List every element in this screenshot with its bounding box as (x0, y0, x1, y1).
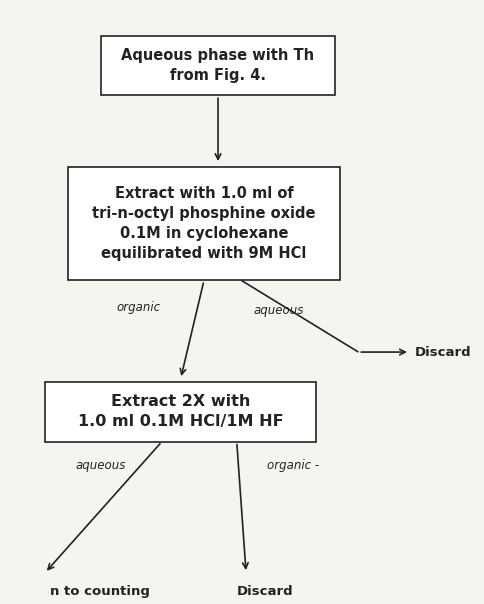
Text: organic: organic (116, 301, 160, 314)
FancyBboxPatch shape (101, 36, 334, 95)
Text: aqueous: aqueous (253, 304, 303, 316)
Text: organic -: organic - (266, 459, 318, 472)
Text: aqueous: aqueous (76, 459, 126, 472)
Text: Extract with 1.0 ml of
tri-n-octyl phosphine oxide
0.1M in cyclohexane
equilibra: Extract with 1.0 ml of tri-n-octyl phosp… (92, 187, 315, 261)
FancyBboxPatch shape (68, 167, 339, 280)
FancyBboxPatch shape (45, 382, 316, 442)
Text: n to counting: n to counting (49, 585, 149, 598)
Text: Extract 2X with
1.0 ml 0.1M HCl/1M HF: Extract 2X with 1.0 ml 0.1M HCl/1M HF (77, 394, 283, 429)
Text: Discard: Discard (414, 345, 470, 359)
Text: Aqueous phase with Th
from Fig. 4.: Aqueous phase with Th from Fig. 4. (121, 48, 314, 83)
Text: Discard: Discard (236, 585, 293, 598)
